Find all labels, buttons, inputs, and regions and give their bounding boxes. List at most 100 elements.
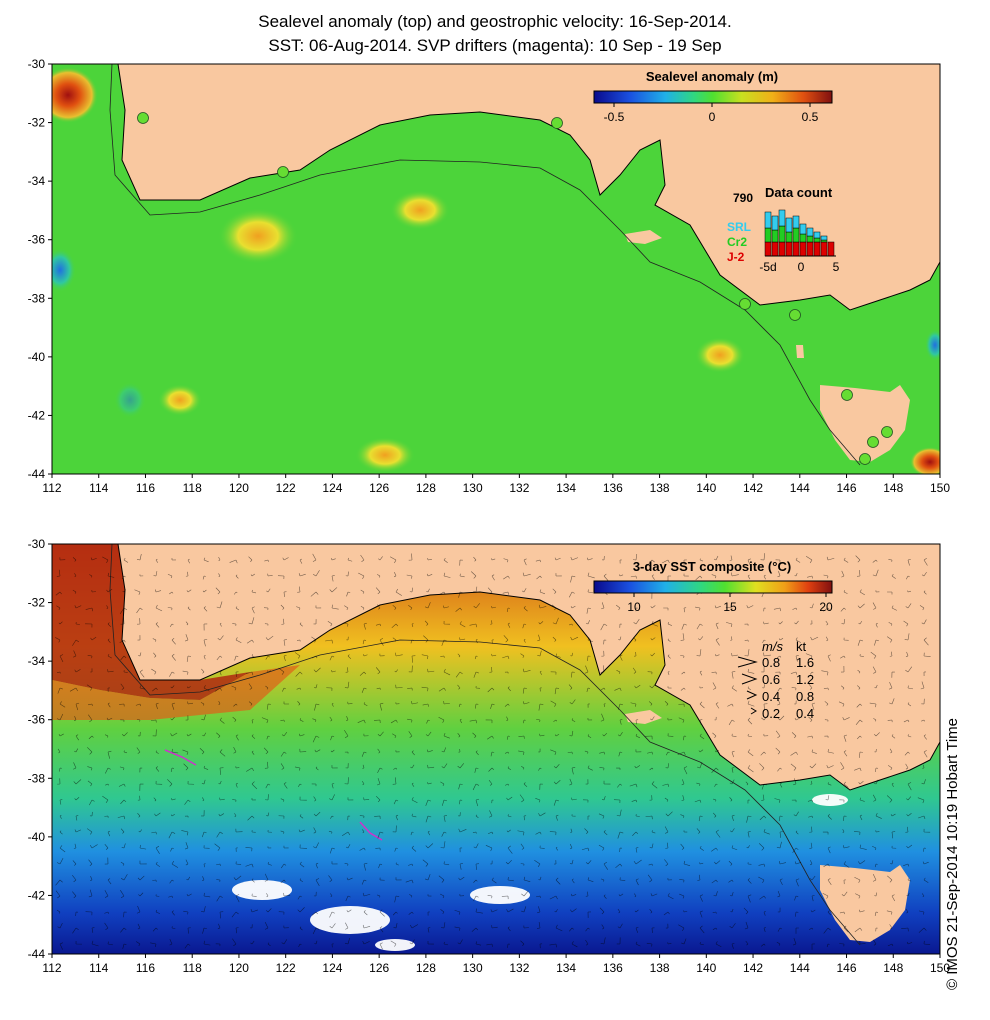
bottom-x-tick-label: 112 [42, 961, 61, 975]
velocity-legend-kt-header: kt [796, 639, 807, 654]
velocity-legend-arrow [746, 690, 758, 700]
data-count-bar [820, 239, 828, 243]
bottom-y-tick-label: -38 [28, 771, 46, 785]
velocity-legend-ms: 0.2 [762, 706, 780, 721]
data-count-bar [764, 227, 772, 243]
top-y-tick-label: -44 [28, 467, 46, 481]
bottom-x-tick-label: 140 [696, 961, 716, 975]
tide-gauge-markers [137, 112, 893, 465]
top-colorbar-tick: -0.5 [604, 110, 625, 124]
top-y-tick-label: -40 [28, 350, 46, 364]
top-x-tick-label: 144 [790, 481, 810, 495]
velocity-legend-arrow [741, 673, 758, 685]
top-x-tick-label: 112 [42, 481, 61, 495]
top-x-tick-label: 150 [930, 481, 950, 495]
data-count-bar [813, 237, 821, 243]
bottom-x-tick-label: 114 [89, 961, 108, 975]
top-colorbar-tick: 0.5 [802, 110, 819, 124]
data-count-bar [792, 241, 800, 257]
top-x-tick-label: 128 [416, 481, 436, 495]
top-x-tick-label: 116 [136, 481, 155, 495]
data-count-bar [806, 227, 814, 237]
top-x-tick-label: 136 [603, 481, 623, 495]
data-count-bar [827, 241, 835, 257]
velocity-legend-kt: 0.8 [796, 689, 814, 704]
tide-gauge [789, 309, 801, 321]
axis-labels: 112 114 116 118 120 122 124 126 128 130 132 134 136 1… [28, 57, 951, 975]
data-count-bar [806, 235, 814, 243]
bottom-x-tick-label: 144 [790, 961, 810, 975]
data-count-bar [813, 231, 821, 239]
top-frame [51, 63, 941, 475]
bottom-x-tick-label: 126 [369, 961, 389, 975]
bottom-x-tick-label: 150 [930, 961, 950, 975]
top-colorbar-tick: 0 [709, 110, 716, 124]
data-count-bar [820, 241, 828, 257]
data-count-bar [771, 215, 779, 231]
tide-gauge [137, 112, 149, 124]
bottom-x-tick-label: 122 [276, 961, 296, 975]
data-count-bar [764, 241, 772, 257]
bottom-y-tick-label: -42 [28, 888, 46, 902]
bottom-colorbar-tick: 20 [819, 600, 833, 614]
data-count-bar [778, 225, 786, 243]
bottom-y-tick-label: -34 [28, 654, 46, 668]
bottom-kangaroo-island [625, 710, 662, 724]
bottom-x-tick-label: 116 [136, 961, 155, 975]
bottom-shelf-contour [109, 544, 861, 946]
top-x-tick-label: 138 [650, 481, 670, 495]
bottom-x-tick-label: 132 [509, 961, 529, 975]
top-x-tick-label: 148 [883, 481, 903, 495]
top-x-tick-label: 130 [463, 481, 483, 495]
sst-map [52, 544, 940, 954]
bottom-colorbar-tick: 10 [627, 600, 641, 614]
data-count-inset: Data count 790 SRL Cr2 J-2 -5d 0 5 [727, 185, 840, 274]
top-y-tick-label: -38 [28, 291, 46, 305]
title-line-1: Sealevel anomaly (top) and geostrophic v… [258, 12, 732, 31]
tide-gauge [277, 166, 289, 178]
bottom-y-tick-label: -40 [28, 830, 46, 844]
velocity-legend-kt: 1.2 [796, 672, 814, 687]
top-y-tick-label: -34 [28, 174, 46, 188]
top-x-tick-label: 114 [89, 481, 108, 495]
top-x-tick-label: 132 [509, 481, 529, 495]
bottom-x-tick-label: 118 [183, 961, 202, 975]
tide-gauge [841, 389, 853, 401]
cloud-patches [232, 794, 848, 951]
top-x-tick-label: 120 [229, 481, 249, 495]
tide-gauge [867, 436, 879, 448]
data-count-bar [820, 235, 828, 241]
top-x-tick-label: 140 [696, 481, 716, 495]
data-count-bar [785, 231, 793, 243]
top-x-tick-label: 124 [322, 481, 342, 495]
velocity-legend-ms: 0.8 [762, 655, 780, 670]
bottom-coastline [117, 544, 940, 791]
velocity-legend-arrow [737, 656, 758, 668]
top-kangaroo-island [625, 230, 662, 244]
top-colorbar [593, 90, 833, 104]
top-x-tick-label: 142 [743, 481, 763, 495]
top-shelf-contour [109, 64, 861, 466]
top-tasmania-land [820, 385, 910, 462]
velocity-legend: m/s kt 0.8 1.6 0.6 1.2 0.4 0.8 0.2 0.4 [737, 639, 814, 721]
data-count-bar [771, 241, 779, 257]
velocity-legend-kt: 1.6 [796, 655, 814, 670]
svp-drifter-track [164, 749, 197, 766]
bottom-y-tick-label: -30 [28, 537, 46, 551]
top-x-tick-label: 118 [183, 481, 202, 495]
bottom-x-tick-label: 146 [837, 961, 857, 975]
bottom-x-tick-label: 124 [322, 961, 342, 975]
top-x-tick-label: 146 [837, 481, 857, 495]
top-y-tick-label: -36 [28, 233, 46, 247]
satellite-label-cr2: Cr2 [727, 235, 747, 249]
title-line-2: SST: 06-Aug-2014. SVP drifters (magenta)… [268, 36, 722, 55]
data-count-bar [799, 223, 807, 235]
top-coastline [117, 64, 940, 311]
bottom-y-tick-label: -36 [28, 713, 46, 727]
data-count-bar [771, 229, 779, 243]
bottom-x-tick-label: 120 [229, 961, 249, 975]
top-x-tick-label: 126 [369, 481, 389, 495]
data-count-bar [799, 241, 807, 257]
imos-credit: © IMOS 21-Sep-2014 10:19 Hobart Time [944, 717, 961, 990]
